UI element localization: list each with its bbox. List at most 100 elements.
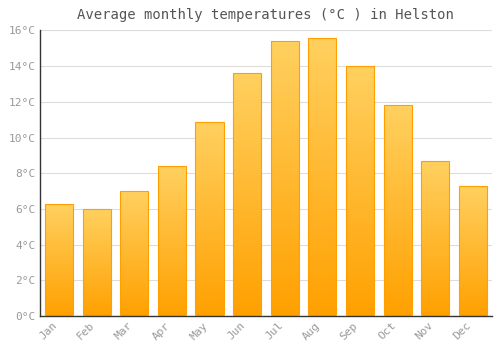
Bar	[233, 285, 261, 287]
Bar	[196, 229, 224, 231]
Bar	[158, 268, 186, 270]
Bar	[270, 124, 299, 126]
Bar	[421, 260, 450, 262]
Bar	[308, 208, 336, 210]
Bar	[196, 304, 224, 306]
Bar	[270, 121, 299, 124]
Bar	[233, 83, 261, 85]
Bar	[120, 271, 148, 272]
Bar	[196, 231, 224, 232]
Bar	[82, 306, 110, 307]
Bar	[421, 304, 450, 305]
Bar	[421, 285, 450, 287]
Bar	[346, 91, 374, 94]
Bar	[120, 291, 148, 292]
Bar	[82, 271, 110, 272]
Bar	[421, 231, 450, 232]
Bar	[120, 235, 148, 236]
Bar	[270, 146, 299, 148]
Bar	[458, 243, 487, 244]
Bar	[346, 141, 374, 144]
Bar	[270, 181, 299, 184]
Bar	[196, 254, 224, 256]
Bar	[346, 119, 374, 121]
Bar	[120, 245, 148, 246]
Bar	[158, 289, 186, 290]
Bar	[458, 264, 487, 265]
Bar	[45, 256, 73, 257]
Bar	[158, 250, 186, 252]
Bar	[158, 175, 186, 177]
Bar	[82, 232, 110, 233]
Bar	[82, 261, 110, 262]
Bar	[196, 232, 224, 234]
Bar	[233, 166, 261, 168]
Bar	[270, 170, 299, 173]
Bar	[158, 267, 186, 268]
Bar	[458, 233, 487, 234]
Bar	[421, 187, 450, 189]
Bar	[346, 114, 374, 116]
Bar	[270, 44, 299, 47]
Bar	[384, 261, 411, 264]
Bar	[196, 174, 224, 176]
Bar	[346, 221, 374, 224]
Bar	[45, 210, 73, 211]
Bar	[196, 139, 224, 141]
Bar	[384, 291, 411, 293]
Bar	[270, 228, 299, 231]
Bar	[233, 173, 261, 175]
Bar	[233, 222, 261, 224]
Bar	[196, 168, 224, 170]
Bar	[384, 234, 411, 236]
Bar	[158, 271, 186, 273]
Bar	[233, 144, 261, 146]
Bar	[270, 143, 299, 146]
Bar	[384, 169, 411, 171]
Bar	[120, 290, 148, 291]
Bar	[458, 303, 487, 304]
Bar	[346, 268, 374, 271]
Bar	[384, 306, 411, 308]
Bar	[346, 226, 374, 229]
Bar	[233, 199, 261, 202]
Bar	[346, 104, 374, 106]
Bar	[346, 159, 374, 161]
Bar	[120, 204, 148, 205]
Bar	[45, 245, 73, 246]
Bar	[346, 86, 374, 89]
Bar	[82, 226, 110, 227]
Bar	[308, 166, 336, 168]
Bar	[346, 178, 374, 181]
Bar	[233, 112, 261, 114]
Bar	[384, 297, 411, 299]
Bar	[233, 158, 261, 161]
Bar	[45, 268, 73, 269]
Bar	[270, 116, 299, 118]
Bar	[196, 301, 224, 302]
Bar	[308, 177, 336, 180]
Bar	[158, 180, 186, 181]
Bar	[45, 237, 73, 238]
Bar	[270, 272, 299, 275]
Bar	[82, 298, 110, 299]
Bar	[158, 258, 186, 259]
Bar	[45, 234, 73, 235]
Bar	[196, 121, 224, 316]
Bar	[120, 211, 148, 212]
Bar	[308, 266, 336, 269]
Bar	[158, 246, 186, 247]
Bar	[233, 73, 261, 316]
Bar	[308, 116, 336, 118]
Bar	[82, 312, 110, 313]
Bar	[458, 307, 487, 308]
Bar	[45, 260, 73, 261]
Bar	[233, 233, 261, 236]
Bar	[45, 204, 73, 316]
Bar	[384, 270, 411, 272]
Bar	[45, 288, 73, 289]
Bar	[270, 203, 299, 206]
Bar	[458, 255, 487, 256]
Bar	[158, 295, 186, 296]
Bar	[270, 107, 299, 110]
